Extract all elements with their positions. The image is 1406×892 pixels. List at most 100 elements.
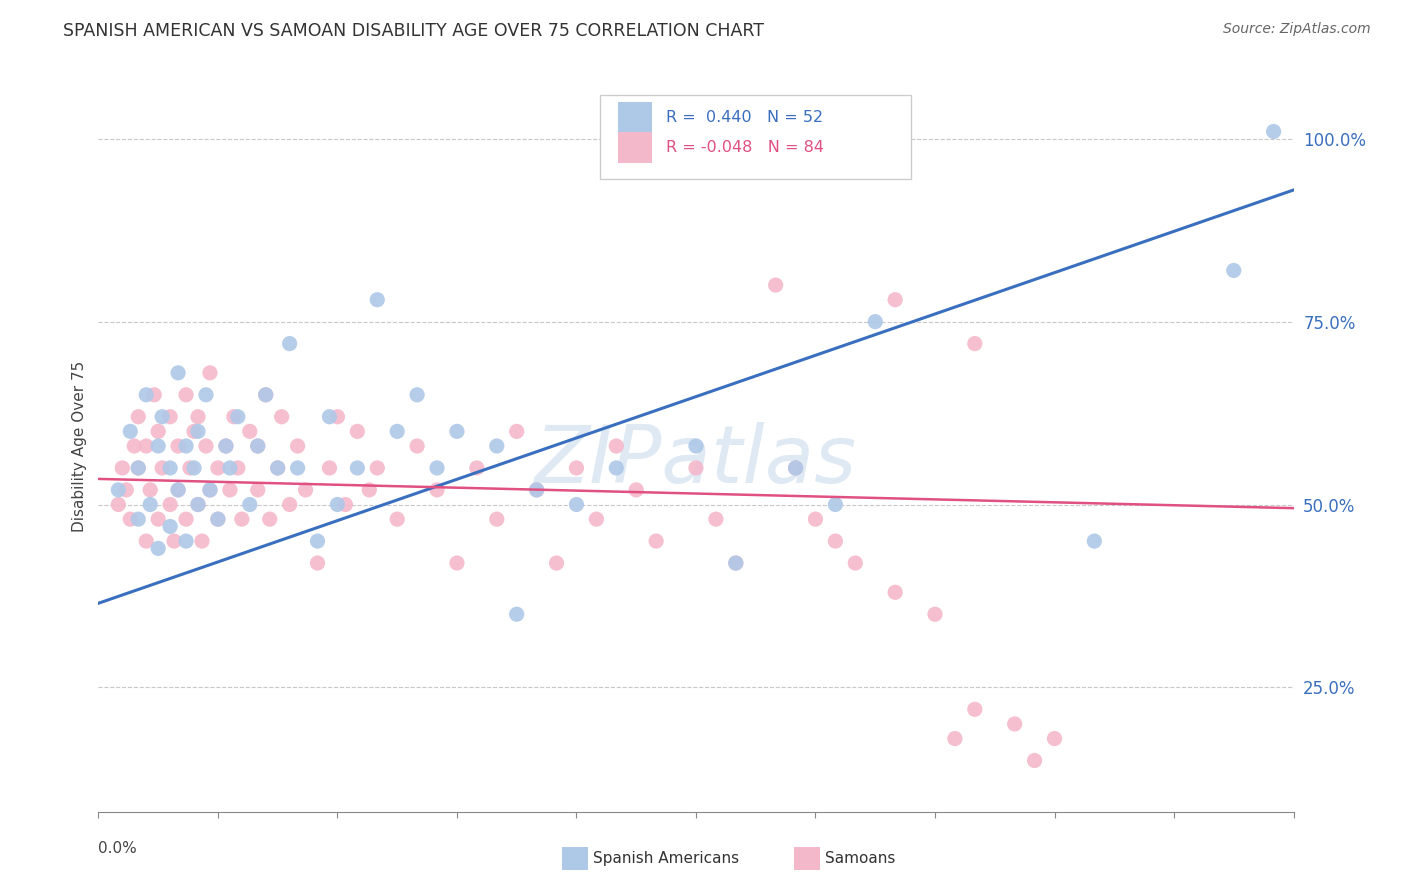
Point xyxy=(231,512,253,526)
Point xyxy=(183,461,205,475)
Point xyxy=(107,483,129,497)
Point xyxy=(167,439,190,453)
Point xyxy=(785,461,807,475)
Point xyxy=(194,439,218,453)
Point xyxy=(526,483,548,497)
Point xyxy=(270,409,292,424)
Point xyxy=(187,409,209,424)
Point xyxy=(804,512,827,526)
Point xyxy=(585,512,607,526)
Point xyxy=(150,461,173,475)
Point xyxy=(406,388,429,402)
Point xyxy=(326,409,349,424)
Point xyxy=(115,483,138,497)
Point xyxy=(565,498,588,512)
Point xyxy=(163,534,186,549)
Text: Samoans: Samoans xyxy=(825,852,896,866)
Point xyxy=(239,498,262,512)
Point xyxy=(465,461,488,475)
Point xyxy=(446,556,468,570)
Point xyxy=(406,439,429,453)
Point xyxy=(1024,754,1046,768)
Point xyxy=(174,388,197,402)
Point xyxy=(207,512,229,526)
Point xyxy=(785,461,807,475)
Point xyxy=(1222,263,1246,277)
Point xyxy=(159,409,181,424)
Text: R =  0.440   N = 52: R = 0.440 N = 52 xyxy=(666,110,824,125)
Point xyxy=(246,439,269,453)
Point xyxy=(246,483,269,497)
Point xyxy=(506,607,529,622)
Point xyxy=(1263,124,1285,138)
Point xyxy=(194,388,218,402)
Point xyxy=(159,519,181,533)
Point xyxy=(605,461,627,475)
Point xyxy=(446,425,468,439)
Point xyxy=(259,512,281,526)
Bar xyxy=(619,103,652,133)
Point xyxy=(198,366,221,380)
Point xyxy=(267,461,290,475)
Point xyxy=(150,409,173,424)
Point xyxy=(239,425,262,439)
Point xyxy=(207,512,229,526)
Point xyxy=(765,278,787,293)
Point xyxy=(605,439,627,453)
Point xyxy=(366,293,388,307)
Point xyxy=(366,461,388,475)
Point xyxy=(294,483,316,497)
Bar xyxy=(600,95,911,179)
Point xyxy=(135,439,157,453)
Point xyxy=(346,461,368,475)
Point xyxy=(924,607,946,622)
Point xyxy=(124,439,146,453)
Point xyxy=(120,425,142,439)
Point xyxy=(1083,534,1105,549)
Point xyxy=(246,439,269,453)
Point xyxy=(143,388,166,402)
Point xyxy=(267,461,290,475)
Point xyxy=(278,336,301,351)
Point xyxy=(884,293,907,307)
Point xyxy=(207,461,229,475)
Point xyxy=(824,498,846,512)
Point xyxy=(254,388,277,402)
Point xyxy=(191,534,214,549)
Point xyxy=(198,483,221,497)
Point xyxy=(963,336,986,351)
Point xyxy=(187,498,209,512)
Point xyxy=(139,498,162,512)
Point xyxy=(127,409,149,424)
Point xyxy=(565,461,588,475)
Point xyxy=(863,315,886,329)
Point xyxy=(385,512,409,526)
Text: 0.0%: 0.0% xyxy=(98,841,138,856)
Point xyxy=(127,461,149,475)
Point xyxy=(127,512,149,526)
Text: Spanish Americans: Spanish Americans xyxy=(593,852,740,866)
Point xyxy=(307,556,329,570)
Text: SPANISH AMERICAN VS SAMOAN DISABILITY AGE OVER 75 CORRELATION CHART: SPANISH AMERICAN VS SAMOAN DISABILITY AG… xyxy=(63,22,765,40)
Point xyxy=(226,409,249,424)
Point xyxy=(685,439,707,453)
Point xyxy=(187,498,209,512)
Point xyxy=(346,425,368,439)
Point xyxy=(174,512,197,526)
Point xyxy=(963,702,986,716)
Point xyxy=(335,498,357,512)
Point xyxy=(219,483,242,497)
Point xyxy=(135,534,157,549)
Point xyxy=(167,483,190,497)
Point xyxy=(226,461,249,475)
Point xyxy=(287,461,309,475)
Point xyxy=(167,483,190,497)
Point xyxy=(426,483,449,497)
Point xyxy=(318,461,340,475)
Point xyxy=(159,498,181,512)
Point xyxy=(107,498,129,512)
Point xyxy=(135,388,157,402)
Point xyxy=(187,425,209,439)
Point xyxy=(724,556,747,570)
Point xyxy=(174,534,197,549)
